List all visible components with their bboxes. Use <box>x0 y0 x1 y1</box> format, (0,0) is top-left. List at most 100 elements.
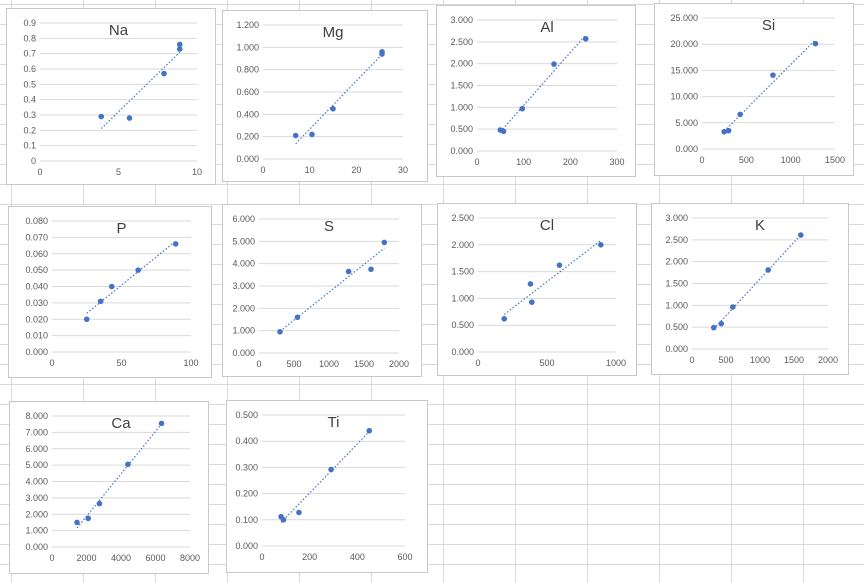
chart-title: K <box>755 217 765 234</box>
data-point <box>725 127 732 134</box>
y-tick-label: 1.000 <box>665 300 688 310</box>
data-point <box>556 262 563 268</box>
y-tick-label: 0.300 <box>235 462 258 472</box>
x-tick-label: 200 <box>302 552 317 562</box>
y-tick-label: 0.3 <box>23 110 36 120</box>
data-point <box>710 324 717 331</box>
data-point <box>529 299 535 305</box>
data-point <box>176 41 183 48</box>
chart-svg: 0.000 0.100 0.200 0.300 0.400 0.500 0 200 400 600… <box>235 410 412 562</box>
data-point <box>582 35 589 42</box>
y-tick-label: 0.4 <box>23 95 36 105</box>
x-tick-label: 200 <box>563 157 578 167</box>
y-tick-label: 0.000 <box>235 541 258 551</box>
data-point <box>527 281 534 287</box>
chart-s[interactable]: 0.000 1.000 2.000 3.000 4.000 5.000 6.000 0 500 1… <box>222 204 422 377</box>
data-point <box>598 242 604 248</box>
chart-k[interactable]: 0.000 0.500 1.000 1.500 2.000 2.500 3.000 0 500 1… <box>651 203 849 375</box>
y-tick-label: 6.000 <box>25 444 48 454</box>
y-tick-label: 0 <box>31 156 36 166</box>
y-tick-label: 0.400 <box>236 109 259 119</box>
chart-mg[interactable]: 0.000 0.200 0.400 0.600 0.800 1.000 1.200 0 10 20… <box>222 10 428 182</box>
data-point <box>812 40 819 47</box>
chart-ca[interactable]: 0.000 1.000 2.000 3.000 4.000 5.000 6.000 7.000… <box>9 401 209 574</box>
chart-p[interactable]: 0.000 0.010 0.020 0.030 0.040 0.050 0.060 0.070… <box>8 206 212 378</box>
y-tick-label: 0.000 <box>232 348 255 358</box>
data-point <box>381 239 388 246</box>
y-tick-label: 8.000 <box>25 411 48 421</box>
y-tick-label: 3.000 <box>25 493 48 503</box>
y-tick-label: 2.500 <box>450 37 473 47</box>
y-tick-label: 2.000 <box>665 257 688 267</box>
chart-al[interactable]: 0.000 0.500 1.000 1.500 2.000 2.500 3.000 0 100 2… <box>436 5 636 177</box>
data-point <box>770 72 776 78</box>
x-tick-label: 2000 <box>76 553 96 563</box>
y-tick-label: 2.000 <box>451 240 474 250</box>
chart-svg: 0.000 5.000 10.000 15.000 20.000 25.000 0 500 10… <box>670 13 845 165</box>
y-tick-label: 1.500 <box>665 279 688 289</box>
y-tick-label: 5.000 <box>232 236 255 246</box>
y-tick-label: 2.000 <box>25 509 48 519</box>
x-tick-label: 2000 <box>818 355 838 365</box>
data-point <box>277 328 283 335</box>
y-tick-label: 0.400 <box>235 436 258 446</box>
y-tick-label: 0.8 <box>23 33 36 43</box>
y-tick-label: 1.000 <box>25 526 48 536</box>
data-point <box>379 51 385 57</box>
data-point <box>519 105 526 112</box>
y-tick-label: 0.080 <box>25 216 48 226</box>
x-tick-label: 20 <box>351 165 361 175</box>
y-tick-label: 4.000 <box>232 259 255 269</box>
data-point <box>126 115 133 121</box>
data-point <box>83 316 90 323</box>
y-tick-label: 0.060 <box>25 249 48 259</box>
x-tick-label: 500 <box>739 155 754 165</box>
data-point <box>74 519 80 526</box>
data-point <box>798 232 804 238</box>
chart-ti[interactable]: 0.000 0.100 0.200 0.300 0.400 0.500 0 200 400 600… <box>226 400 428 573</box>
x-tick-label: 0 <box>49 553 54 563</box>
y-tick-label: 0.000 <box>451 347 474 357</box>
chart-na[interactable]: 0 0.1 0.2 0.3 0.4 0.5 0.6 0.7 0.8 0.9 0 5 10 Na <box>6 8 216 185</box>
x-tick-label: 0 <box>256 359 261 369</box>
y-tick-label: 0.800 <box>236 65 259 75</box>
y-tick-label: 2.000 <box>450 59 473 69</box>
chart-title: Na <box>109 22 129 39</box>
x-tick-label: 1000 <box>606 358 626 368</box>
y-tick-label: 1.200 <box>236 20 259 30</box>
x-tick-label: 2000 <box>389 359 409 369</box>
x-tick-label: 1500 <box>825 155 845 165</box>
x-tick-label: 500 <box>718 355 733 365</box>
chart-svg: 0.000 1.000 2.000 3.000 4.000 5.000 6.000 7.000… <box>25 411 200 563</box>
x-tick-label: 8000 <box>180 553 200 563</box>
y-tick-label: 5.000 <box>675 118 698 128</box>
y-tick-label: 0.9 <box>23 18 36 28</box>
chart-svg: 0.000 0.010 0.020 0.030 0.040 0.050 0.060 0.070… <box>25 216 198 368</box>
data-point <box>125 461 131 468</box>
chart-title: Cl <box>540 217 554 234</box>
y-tick-label: 4.000 <box>25 477 48 487</box>
y-tick-label: 0.020 <box>25 314 48 324</box>
data-point <box>176 46 183 52</box>
y-tick-label: 3.000 <box>665 213 688 223</box>
x-tick-label: 10 <box>192 167 202 177</box>
y-tick-label: 0.030 <box>25 298 48 308</box>
y-tick-label: 0.000 <box>450 146 473 156</box>
x-tick-label: 10 <box>305 165 315 175</box>
data-point <box>161 70 167 77</box>
x-tick-label: 1500 <box>354 359 374 369</box>
y-tick-label: 15.000 <box>670 65 698 75</box>
chart-title: Si <box>762 17 775 34</box>
y-tick-label: 0.600 <box>236 87 259 97</box>
chart-svg: 0.000 0.500 1.000 1.500 2.000 2.500 3.000 0 500 1… <box>665 213 838 365</box>
y-tick-label: 0.500 <box>450 124 473 134</box>
y-tick-label: 0.1 <box>23 141 36 151</box>
y-tick-label: 0.500 <box>665 322 688 332</box>
chart-cl[interactable]: 0.000 0.500 1.000 1.500 2.000 2.500 0 500 1000 Cl <box>437 203 637 376</box>
chart-si[interactable]: 0.000 5.000 10.000 15.000 20.000 25.000 0 500 10… <box>654 3 854 176</box>
y-tick-label: 2.500 <box>451 213 474 223</box>
chart-svg: 0.000 0.200 0.400 0.600 0.800 1.000 1.200 0 10 20… <box>236 20 408 175</box>
y-tick-label: 0.010 <box>25 331 48 341</box>
chart-svg: 0.000 0.500 1.000 1.500 2.000 2.500 3.000 0 100 2… <box>450 15 624 167</box>
y-tick-label: 0.200 <box>235 489 258 499</box>
